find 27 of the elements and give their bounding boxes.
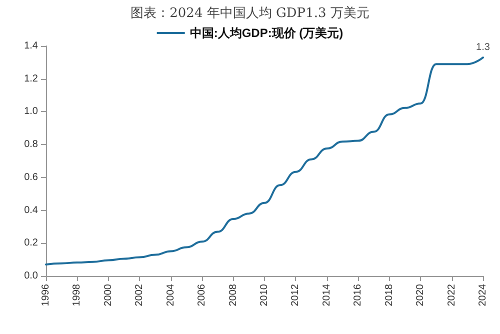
x-tick-label: 2008 xyxy=(228,284,239,306)
x-tick-label: 1996 xyxy=(40,284,52,306)
x-tick-label: 2010 xyxy=(259,284,270,306)
x-tick-label: 2016 xyxy=(352,284,364,306)
y-tick-label: 0.4 xyxy=(24,204,38,216)
legend-label: 中国:人均GDP:现价 (万美元) xyxy=(190,26,344,40)
y-tick-label: 0.0 xyxy=(24,270,38,282)
x-tick-label: 2000 xyxy=(102,284,114,306)
x-tick-label: 2012 xyxy=(290,284,302,306)
x-tick-label: 1998 xyxy=(72,284,83,306)
x-tick-label: 2014 xyxy=(321,284,332,306)
data-label: 1.3 xyxy=(476,42,490,53)
line-series xyxy=(45,56,484,266)
y-tick-label: 0.6 xyxy=(24,172,38,183)
y-tick-label: 1.0 xyxy=(24,106,38,118)
y-tick-label: 1.2 xyxy=(24,73,38,84)
x-tick-label: 2022 xyxy=(446,284,458,306)
x-tick-label: 2024 xyxy=(478,284,488,306)
x-tick-label: 2020 xyxy=(415,284,426,306)
y-tick-label: 0.8 xyxy=(24,139,38,150)
y-tick-label: 0.2 xyxy=(24,238,38,249)
x-tick-label: 2004 xyxy=(165,284,176,306)
x-tick-label: 2006 xyxy=(196,284,208,306)
y-tick-label: 1.4 xyxy=(24,40,38,52)
x-tick-label: 2002 xyxy=(134,284,146,306)
x-tick-label: 2018 xyxy=(384,284,395,306)
chart-title: 图表：2024 年中国人均 GDP1.3 万美元 xyxy=(130,5,370,21)
